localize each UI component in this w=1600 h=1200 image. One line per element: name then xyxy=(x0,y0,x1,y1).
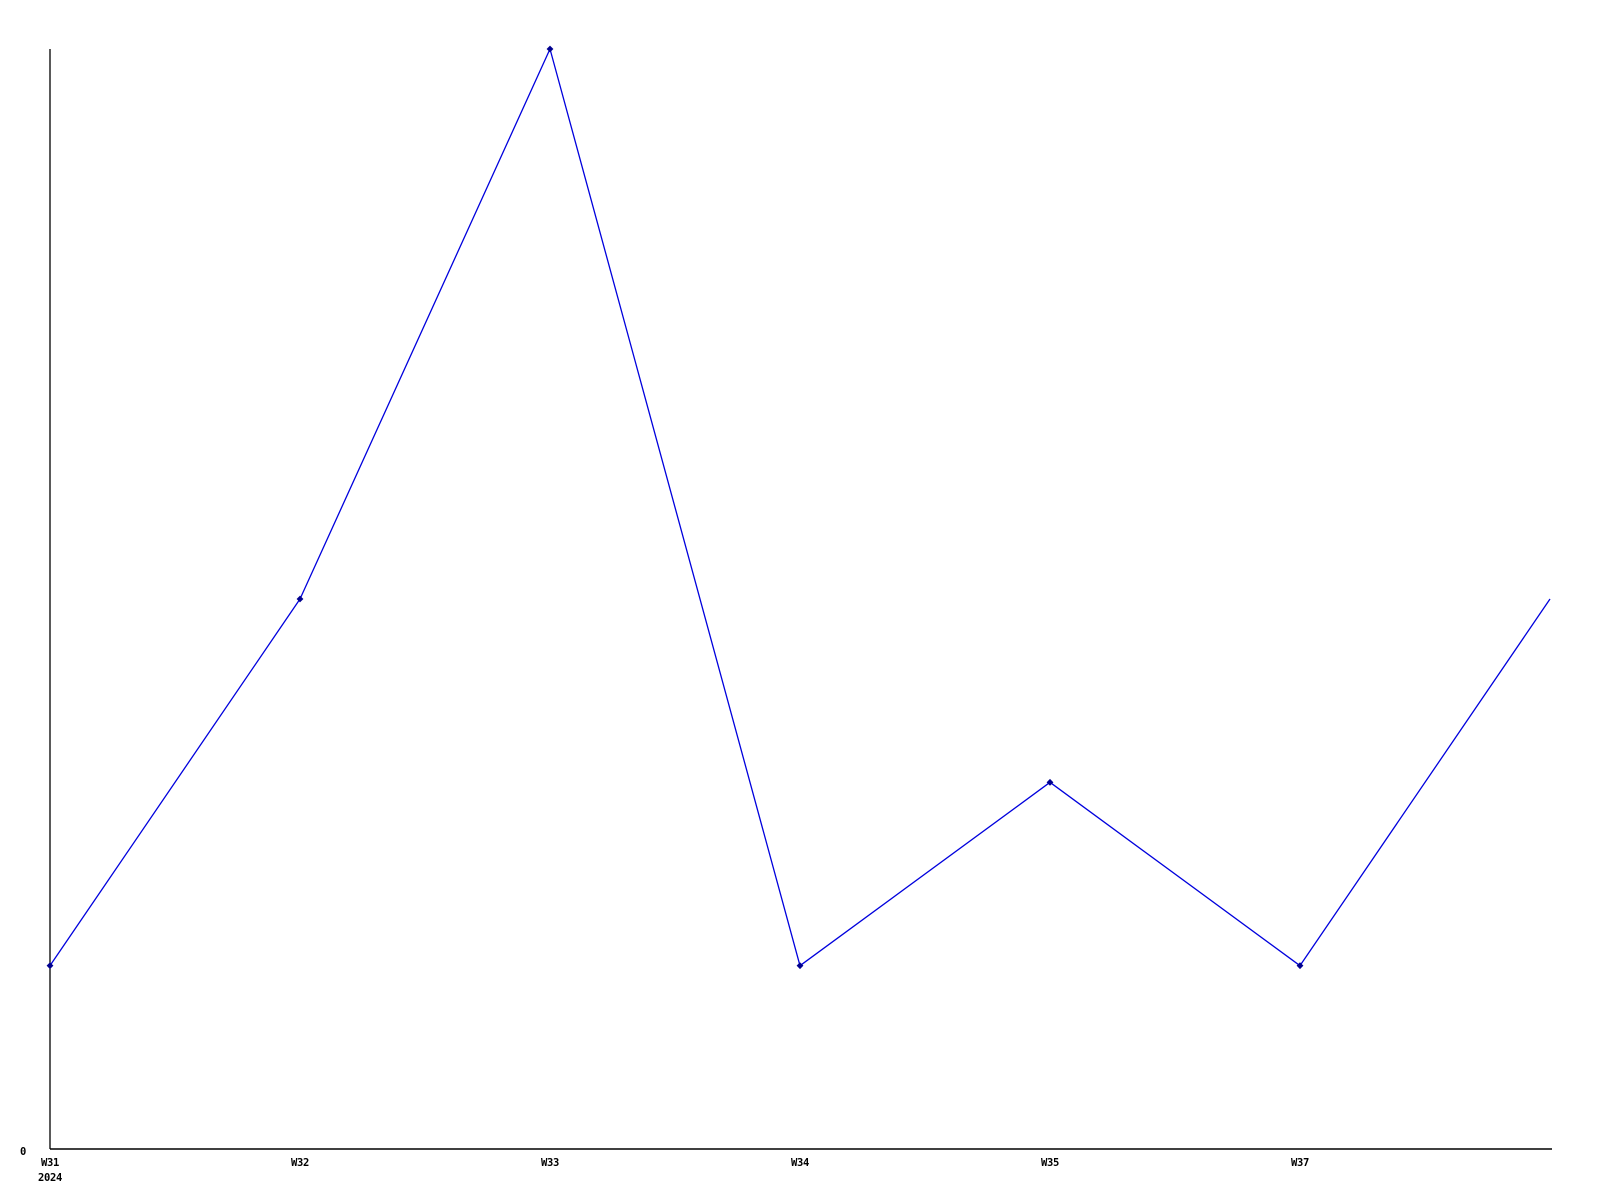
x-axis-year-label: 2024 xyxy=(38,1172,62,1184)
data-point-marker xyxy=(1296,962,1304,970)
data-point-marker xyxy=(546,45,554,53)
x-tick-label: W33 xyxy=(541,1157,559,1169)
data-point-marker xyxy=(1046,778,1054,786)
x-tick-label: W34 xyxy=(791,1157,809,1169)
x-tick-label: W32 xyxy=(291,1157,309,1169)
y-axis-zero-label: 0 xyxy=(20,1146,26,1158)
x-tick-label: W31 xyxy=(41,1157,59,1169)
data-point-marker xyxy=(296,595,304,603)
data-point-marker xyxy=(796,962,804,970)
series-line xyxy=(49,48,1551,967)
x-tick-label: W37 xyxy=(1291,1157,1309,1169)
data-point-marker xyxy=(46,962,54,970)
x-tick-label: W35 xyxy=(1041,1157,1059,1169)
